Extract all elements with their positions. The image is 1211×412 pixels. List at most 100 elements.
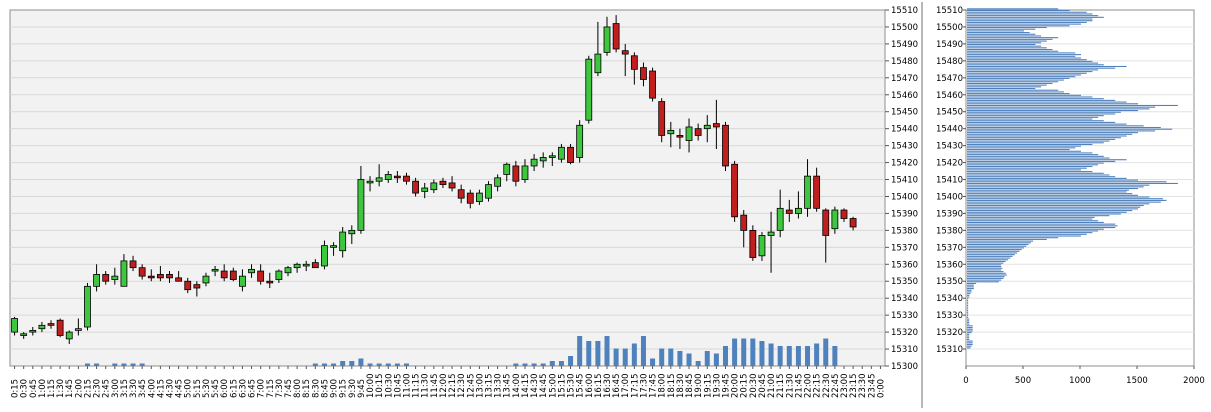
profile-y-tick-label: 15310: [936, 345, 963, 355]
profile-bar: [967, 211, 1127, 213]
profile-bar: [967, 159, 1127, 161]
x-tick-label: 3:30: [129, 379, 139, 398]
x-tick-label: 15:15: [557, 374, 567, 399]
x-tick-label: 20:30: [749, 374, 759, 399]
profile-bar: [967, 260, 1006, 262]
x-tick-label: 19:30: [712, 374, 722, 399]
profile-bar: [967, 149, 1070, 151]
bull-candle-body: [366, 180, 374, 184]
y-tick-label: 15430: [891, 142, 918, 152]
bull-candle-body: [93, 274, 100, 287]
profile-bar: [967, 245, 1027, 247]
x-tick-label: 5:00: [184, 379, 194, 398]
profile-y-tick-label: 15470: [936, 74, 963, 84]
profile-bar: [967, 235, 1081, 237]
profile-y-tick-label: 15390: [936, 209, 963, 219]
profile-bar: [967, 150, 1081, 152]
profile-bar: [967, 143, 1093, 146]
x-tick-label: 12:15: [448, 374, 458, 399]
bear-candle-body: [649, 70, 656, 99]
bull-candle-body: [476, 192, 483, 202]
profile-bar: [967, 323, 970, 325]
volume-bar: [531, 363, 537, 366]
profile-bar: [967, 177, 1127, 179]
profile-bar: [967, 91, 1064, 93]
profile-bar: [967, 201, 1161, 203]
profile-bar: [967, 255, 1013, 257]
profile-bar: [967, 10, 1070, 12]
volume-bar: [832, 346, 838, 366]
bull-candle-body: [248, 268, 255, 274]
x-tick-label: 6:30: [238, 379, 248, 398]
x-tick-label: 1:30: [56, 379, 66, 398]
profile-bar: [967, 345, 972, 347]
volume-bar: [640, 336, 646, 366]
bear-candle-body: [640, 67, 647, 80]
volume-bar: [121, 363, 127, 366]
profile-bar: [967, 252, 1018, 254]
volume-bar: [823, 338, 829, 366]
profile-bar: [967, 87, 1036, 90]
profile-bar: [967, 184, 1150, 186]
profile-bar: [967, 54, 1081, 56]
bull-candle-body: [111, 275, 119, 280]
profile-bar: [967, 176, 1116, 178]
profile-bar: [967, 306, 969, 308]
volume-bar: [340, 361, 346, 366]
profile-bar: [967, 318, 970, 320]
bear-candle-body: [102, 274, 110, 282]
bear-candle-body: [740, 214, 748, 231]
profile-bar: [967, 165, 1093, 168]
bull-candle-body: [38, 324, 46, 330]
x-tick-label: 0:30: [20, 379, 30, 398]
profile-bar: [967, 72, 1087, 74]
y-tick-label: 15380: [891, 226, 918, 236]
x-tick-label: 15:00: [548, 374, 558, 399]
profile-y-tick-label: 15380: [936, 226, 963, 236]
bull-candle-body: [804, 175, 811, 209]
volume-bar: [795, 346, 801, 366]
x-tick-label: 22:45: [831, 374, 841, 399]
profile-bar: [967, 291, 972, 293]
volume-bar: [659, 348, 665, 366]
volume-bar: [732, 338, 738, 366]
profile-bar: [967, 194, 1138, 196]
volume-bar: [777, 346, 783, 366]
profile-bar: [967, 298, 969, 300]
profile-bar: [967, 284, 974, 286]
bear-candle-body: [822, 209, 830, 236]
profile-bar: [967, 33, 1036, 35]
bull-candle-body: [485, 184, 492, 199]
bull-candle-body: [357, 179, 365, 231]
x-tick-label: 12:00: [439, 374, 449, 399]
bull-candle-body: [558, 146, 565, 160]
x-tick-label: 0:45: [29, 379, 39, 398]
profile-y-tick-label: 15510: [936, 6, 963, 16]
x-tick-label: 16:45: [612, 374, 622, 399]
bear-candle-body: [147, 275, 155, 279]
x-tick-label: 17:30: [639, 374, 649, 399]
bull-candle-body: [330, 245, 337, 248]
x-tick-label: 5:15: [193, 379, 203, 398]
bull-candle-body: [239, 275, 246, 287]
x-tick-label: 22:15: [813, 374, 823, 399]
profile-bar: [967, 288, 974, 290]
profile-bar: [967, 57, 1081, 59]
profile-y-tick-label: 15430: [936, 142, 963, 152]
profile-bar: [967, 164, 1099, 166]
bull-candle-body: [430, 182, 438, 191]
y-tick-label: 15510: [891, 6, 918, 16]
profile-bar: [967, 281, 999, 283]
x-tick-label: 4:00: [147, 379, 157, 398]
profile-x-tick-label: 1000: [1069, 376, 1091, 386]
profile-value-axis: 0 500 1000 1500 2000: [963, 366, 1205, 386]
profile-bar: [967, 333, 970, 335]
profile-bar: [967, 272, 1006, 274]
bear-candle-body: [412, 180, 419, 194]
profile-bar: [967, 76, 1076, 78]
profile-bar: [967, 77, 1070, 79]
volume-bar: [94, 363, 100, 366]
volume-bars: [84, 336, 838, 366]
bear-candle-body: [266, 280, 274, 284]
bull-candle-body: [211, 268, 219, 272]
